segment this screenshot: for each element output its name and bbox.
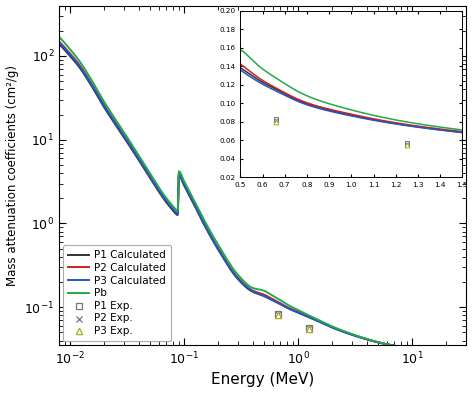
P2 Calculated [377, 340, 383, 345]
Pb [452, 347, 457, 352]
P2 Exp. [305, 325, 313, 331]
Line: Pb: Pb [59, 37, 466, 350]
P1 Calculated [77, 66, 82, 70]
P3 Calculated [377, 340, 383, 345]
P1 Calculated [452, 347, 457, 352]
P1 Exp. [274, 311, 282, 317]
P1 Calculated [254, 291, 260, 296]
P1 Calculated [452, 347, 457, 352]
P1 Calculated [443, 347, 449, 352]
Line: P3 Calculated: P3 Calculated [59, 42, 466, 350]
P2 Calculated [452, 347, 457, 352]
P2 Calculated [244, 284, 249, 288]
P1 Exp. [305, 325, 313, 331]
P3 Exp. [274, 312, 282, 318]
Pb [56, 34, 62, 39]
P3 Calculated [464, 347, 469, 351]
P3 Calculated [244, 285, 249, 289]
P2 Calculated [464, 347, 469, 351]
Pb [244, 281, 249, 286]
P2 Calculated [77, 63, 82, 68]
P2 Calculated [56, 39, 62, 44]
Pb [377, 340, 383, 345]
X-axis label: Energy (MeV): Energy (MeV) [211, 373, 314, 387]
Line: P2 Calculated: P2 Calculated [59, 41, 466, 350]
P3 Calculated [77, 64, 82, 69]
Line: P1 Calculated: P1 Calculated [59, 44, 466, 350]
P1 Calculated [377, 340, 383, 345]
Pb [254, 287, 260, 292]
Pb [464, 347, 469, 351]
P2 Calculated [254, 290, 260, 295]
P1 Calculated [464, 347, 469, 351]
Pb [443, 347, 449, 352]
P3 Calculated [452, 347, 457, 352]
Legend: P1 Calculated, P2 Calculated, P3 Calculated, Pb, P1 Exp., P2 Exp., P3 Exp.: P1 Calculated, P2 Calculated, P3 Calcula… [63, 245, 172, 341]
P3 Calculated [56, 40, 62, 45]
P2 Calculated [452, 347, 457, 352]
P2 Exp. [274, 311, 282, 318]
P3 Exp. [305, 326, 313, 332]
P3 Calculated [443, 347, 449, 352]
Y-axis label: Mass attenuation coefficients (cm²/g): Mass attenuation coefficients (cm²/g) [6, 65, 18, 286]
P3 Calculated [254, 291, 260, 296]
Pb [77, 59, 82, 64]
P1 Calculated [56, 42, 62, 46]
P3 Calculated [452, 347, 457, 352]
P2 Calculated [443, 347, 449, 352]
P1 Calculated [244, 285, 249, 290]
Pb [452, 347, 457, 352]
